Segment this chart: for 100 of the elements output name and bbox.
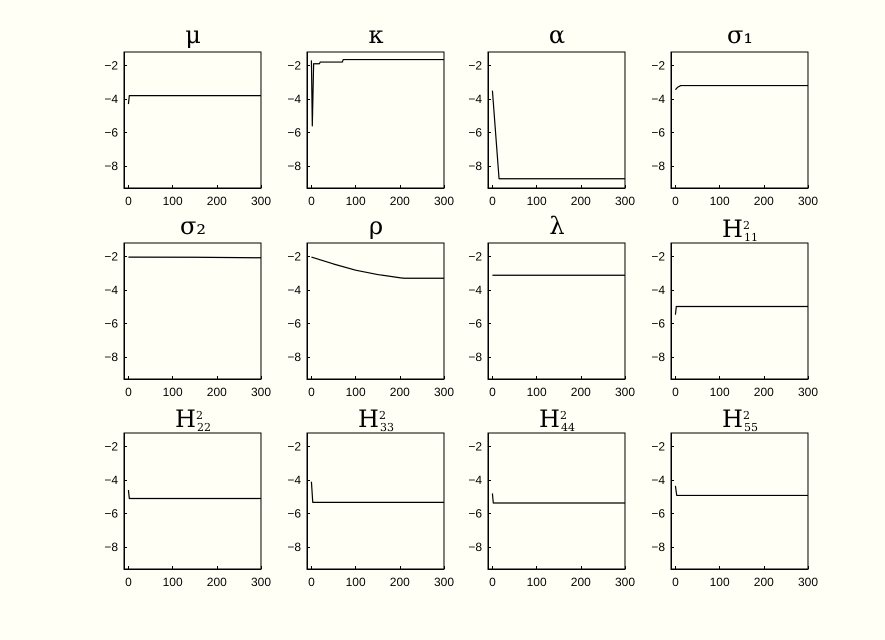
- y-tick-label: −2: [104, 249, 118, 264]
- x-tick-label: 200: [206, 194, 228, 208]
- y-tick-label: −8: [651, 350, 666, 364]
- x-tick-label: 0: [672, 194, 680, 208]
- x-tick-label: 300: [250, 194, 272, 208]
- y-tick-label: −2: [651, 249, 666, 264]
- x-tick-label: 0: [125, 385, 132, 399]
- chart-title: κ: [368, 20, 384, 51]
- x-tick-label: 100: [162, 385, 183, 399]
- x-tick-label: 100: [346, 194, 366, 208]
- x-tick-label: 0: [489, 575, 496, 589]
- x-tick-label: 0: [308, 194, 316, 208]
- y-tick-label: −6: [287, 316, 302, 331]
- x-tick-label: 200: [754, 194, 774, 208]
- x-tick-label: 0: [489, 385, 496, 399]
- y-tick-label: −8: [468, 159, 482, 174]
- x-tick-label: 0: [308, 575, 316, 589]
- chart-title: λ: [548, 211, 566, 242]
- y-tick-label: −8: [468, 350, 482, 364]
- y-tick-label: −4: [104, 473, 118, 488]
- y-tick-label: −2: [468, 58, 482, 72]
- x-tick-label: 100: [526, 385, 547, 399]
- x-tick-label: 100: [710, 194, 730, 208]
- y-tick-label: −8: [104, 540, 118, 554]
- y-tick-label: −6: [287, 506, 302, 521]
- x-tick-label: 0: [489, 194, 496, 208]
- x-tick-label: 200: [754, 575, 774, 589]
- x-tick-label: 0: [672, 575, 680, 589]
- y-tick-label: −2: [651, 58, 666, 72]
- x-tick-label: 100: [710, 385, 730, 399]
- y-tick-label: −4: [651, 473, 666, 488]
- chart-title: σ₂: [178, 211, 207, 242]
- y-tick-label: −4: [468, 92, 482, 106]
- y-tick-label: −4: [104, 283, 118, 298]
- y-tick-label: −2: [104, 439, 118, 454]
- y-tick-label: −8: [104, 159, 118, 174]
- x-tick-label: 0: [672, 385, 680, 399]
- y-tick-label: −4: [104, 92, 118, 106]
- y-tick-label: −8: [651, 159, 666, 174]
- x-tick-label: 100: [162, 194, 183, 208]
- y-tick-label: −4: [468, 473, 482, 488]
- x-tick-label: 0: [308, 385, 316, 399]
- x-tick-label: 0: [125, 575, 132, 589]
- chart-title: ρ: [368, 211, 384, 242]
- y-tick-label: −6: [468, 506, 482, 521]
- y-tick-label: −2: [287, 58, 302, 72]
- y-tick-label: −2: [104, 58, 118, 72]
- x-tick-label: 300: [434, 385, 454, 399]
- y-tick-label: −2: [651, 439, 666, 454]
- x-tick-label: 200: [390, 194, 410, 208]
- x-tick-label: 300: [614, 194, 636, 208]
- y-tick-label: −6: [651, 126, 666, 140]
- x-tick-label: 200: [570, 385, 592, 399]
- x-tick-label: 200: [390, 575, 410, 589]
- y-tick-label: −6: [104, 126, 118, 140]
- y-tick-label: −8: [651, 540, 666, 554]
- y-tick-label: −4: [468, 283, 482, 298]
- x-tick-label: 0: [125, 194, 132, 208]
- x-tick-label: 100: [526, 575, 547, 589]
- y-tick-label: −2: [287, 439, 302, 454]
- x-tick-label: 300: [250, 385, 272, 399]
- x-tick-label: 300: [614, 385, 636, 399]
- y-tick-label: −4: [651, 283, 666, 298]
- y-tick-label: −6: [468, 316, 482, 331]
- y-tick-label: −6: [104, 316, 118, 331]
- y-tick-label: −8: [104, 350, 118, 364]
- y-tick-label: −4: [651, 92, 666, 106]
- chart-title: α: [548, 20, 566, 51]
- y-tick-label: −6: [651, 316, 666, 331]
- y-tick-label: −6: [287, 126, 302, 140]
- y-tick-label: −6: [651, 506, 666, 521]
- x-tick-label: 100: [710, 575, 730, 589]
- y-tick-label: −8: [287, 350, 302, 364]
- y-tick-label: −2: [468, 439, 482, 454]
- x-tick-label: 300: [798, 575, 818, 589]
- x-tick-label: 300: [434, 194, 454, 208]
- x-tick-label: 200: [754, 385, 774, 399]
- chart-title: σ₁: [726, 20, 754, 51]
- x-tick-label: 200: [390, 385, 410, 399]
- y-tick-label: −2: [468, 249, 482, 264]
- y-tick-label: −4: [287, 283, 302, 298]
- x-tick-label: 100: [346, 385, 366, 399]
- x-tick-label: 300: [798, 385, 818, 399]
- y-tick-label: −8: [287, 159, 302, 174]
- chart-title: μ: [184, 20, 202, 51]
- x-tick-label: 300: [434, 575, 454, 589]
- y-tick-label: −8: [287, 540, 302, 554]
- y-tick-label: −8: [468, 540, 482, 554]
- x-tick-label: 100: [526, 194, 547, 208]
- x-tick-label: 300: [614, 575, 636, 589]
- y-tick-label: −2: [287, 249, 302, 264]
- x-tick-label: 200: [206, 575, 228, 589]
- y-tick-label: −4: [287, 473, 302, 488]
- x-tick-label: 200: [570, 194, 592, 208]
- x-tick-label: 300: [250, 575, 272, 589]
- x-tick-label: 300: [798, 194, 818, 208]
- y-tick-label: −6: [104, 506, 118, 521]
- x-tick-label: 200: [206, 385, 228, 399]
- x-tick-label: 100: [346, 575, 366, 589]
- y-tick-label: −6: [468, 126, 482, 140]
